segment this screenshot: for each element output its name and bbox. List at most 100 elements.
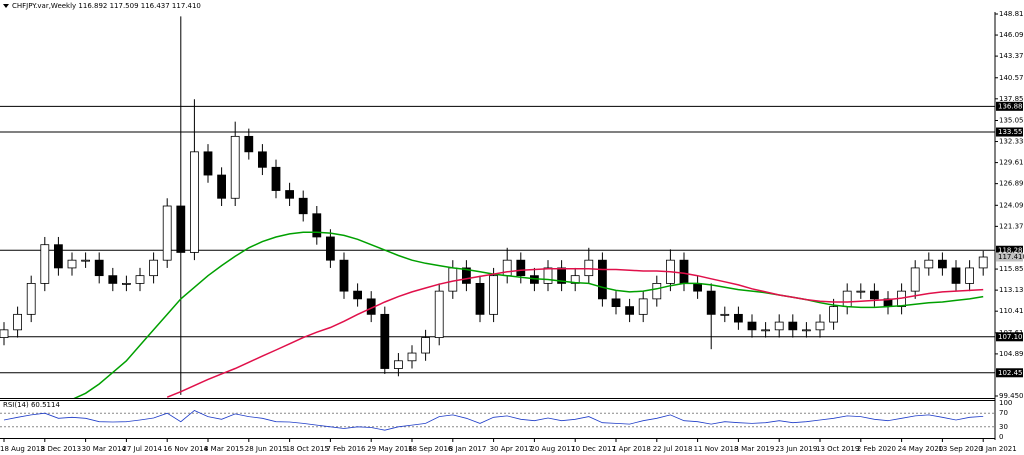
candle-body (461, 267, 471, 284)
candle-body (584, 259, 594, 277)
x-tick-label: 28 Jun 2015 (245, 445, 287, 453)
level-label: 118.282 (998, 246, 1024, 254)
candle-body (910, 267, 920, 292)
x-tick-label: 24 May 2020 (898, 445, 944, 453)
rsi-tick-label: 30 (999, 423, 1008, 431)
x-tick-label: 18 Sep 2016 (408, 445, 453, 453)
x-tick-label: 23 Jun 2019 (775, 445, 817, 453)
candle-body (407, 352, 417, 362)
rsi-panel (0, 410, 995, 431)
y-tick-label: 135.050 (999, 116, 1024, 124)
candle-body (285, 190, 295, 199)
candle-body (842, 290, 852, 308)
y-tick-label: 121.370 (999, 222, 1024, 230)
candle-body (339, 259, 349, 292)
candle-body (870, 290, 879, 300)
x-tick-label: 8 Mar 2015 (204, 445, 244, 453)
candle-body (652, 282, 662, 300)
candle-body (162, 205, 172, 261)
candle-body (938, 259, 947, 269)
x-tick-label: 30 Mar 2014 (82, 445, 127, 453)
candle-body (189, 151, 199, 253)
candle-body (734, 313, 743, 323)
candle-body (81, 259, 90, 262)
candle-body (244, 135, 254, 153)
level-label: 107.100 (998, 333, 1024, 341)
candle-body (230, 135, 240, 199)
candle-body (679, 259, 689, 284)
candle-body (815, 321, 825, 331)
moving-average (166, 267, 984, 398)
candle-body (720, 313, 730, 316)
candle-body (829, 306, 838, 323)
level-label: 133.559 (998, 128, 1024, 136)
x-tick-label: 20 Aug 2017 (530, 445, 575, 453)
candle-body (217, 174, 227, 199)
candle-body (611, 298, 621, 308)
candle-body (638, 298, 648, 315)
y-tick-label: 140.570 (999, 74, 1024, 82)
level-label-box (996, 127, 1023, 137)
candle-body (557, 267, 566, 284)
candle-body (516, 259, 526, 277)
y-tick-label: 132.330 (999, 138, 1024, 146)
rsi-tick-label: 70 (999, 409, 1008, 417)
price-panel (0, 16, 995, 398)
level-label-box (996, 368, 1023, 378)
candle-body (203, 151, 213, 176)
candle-body (924, 259, 934, 269)
x-tick-label: 3 Jan 2021 (979, 445, 1017, 453)
candle-body (393, 360, 403, 369)
candle-body (108, 275, 118, 284)
y-tick-label: 126.890 (999, 180, 1024, 188)
x-tick-label: 1 Apr 2018 (612, 445, 651, 453)
level-label: 102.450 (998, 369, 1024, 377)
x-tick-label: 16 Nov 2014 (163, 445, 208, 453)
x-tick-label: 18 Aug 2013 (0, 445, 45, 453)
rsi-tick-label: 0 (999, 433, 1003, 441)
menu-arrow[interactable] (3, 4, 9, 8)
candle-body (54, 244, 63, 269)
candle-body (951, 267, 961, 284)
candle-body (94, 259, 104, 277)
candle-body (774, 321, 784, 331)
chart-title: CHFJPY.var,Weekly 116.892 117.509 116.43… (12, 2, 201, 10)
y-tick-label: 148.810 (999, 10, 1024, 18)
candle-body (67, 259, 77, 269)
last-price-box (996, 252, 1023, 262)
candle-body (40, 244, 50, 284)
y-tick-label: 113.130 (999, 286, 1024, 294)
moving-average (73, 231, 984, 398)
candle-body (802, 329, 811, 332)
candle-body (625, 306, 634, 315)
x-tick-label: 2 Feb 2020 (857, 445, 896, 453)
candle-body (747, 321, 757, 331)
y-tick-label: 137.850 (999, 95, 1024, 103)
candle-body (788, 321, 798, 331)
x-tick-label: 13 Sep 2020 (938, 445, 982, 453)
candle-body (26, 282, 36, 315)
rsi-title: RSI(14) 60.5114 (3, 401, 60, 409)
candle-body (489, 275, 499, 315)
y-tick-label: 99.450 (999, 392, 1024, 400)
candle-body (353, 290, 363, 300)
candle-body (0, 329, 9, 338)
candle-body (13, 313, 23, 331)
candle-body (502, 259, 512, 277)
x-tick-label: 30 Apr 2017 (490, 445, 533, 453)
x-tick-label: 3 Mar 2019 (734, 445, 774, 453)
y-tick-label: 110.410 (999, 307, 1024, 315)
candle-body (149, 259, 159, 277)
candle-body (965, 267, 974, 284)
candle-body (257, 151, 267, 168)
candle-body (448, 267, 458, 292)
candle-body (598, 259, 607, 300)
candle-body (434, 290, 444, 338)
candle-body (312, 213, 322, 238)
level-label-box (996, 332, 1023, 342)
x-tick-label: 8 Dec 2013 (41, 445, 81, 453)
candle-body (380, 313, 390, 369)
candle-body (176, 205, 186, 253)
